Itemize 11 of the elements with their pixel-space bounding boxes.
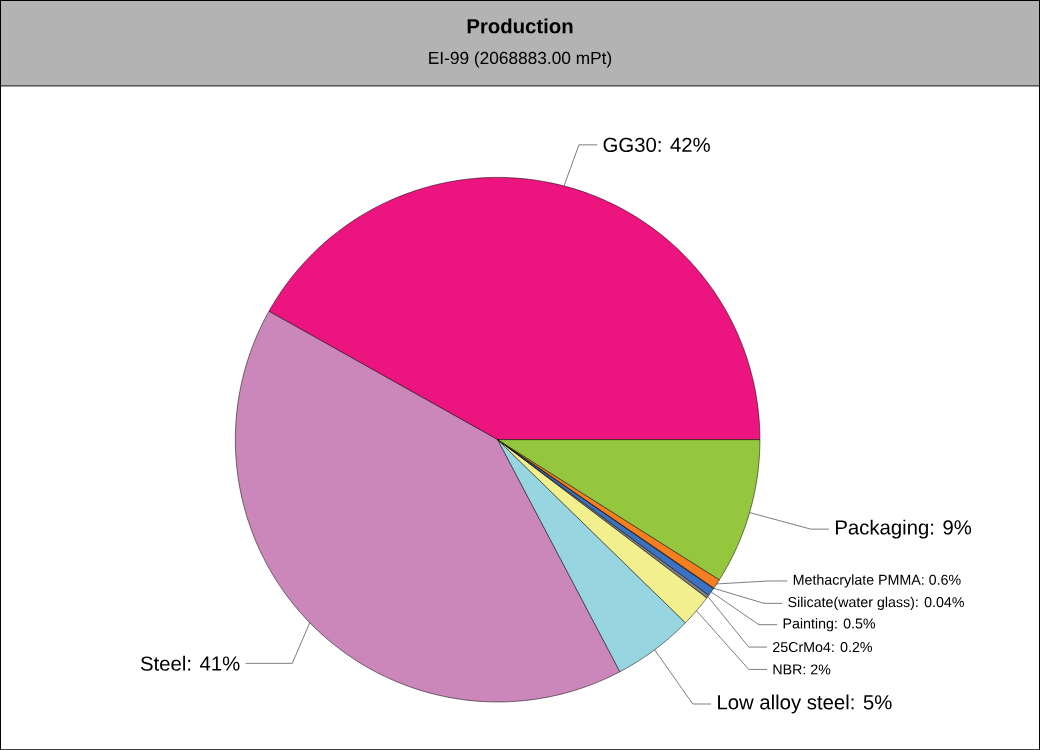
slice-label: Low alloy steel: 5%	[718, 694, 892, 714]
slice-label: Methacrylate PMMA: 0.6%	[793, 574, 961, 588]
chart-title: Production	[467, 18, 573, 34]
slice-label: NBR: 2%	[773, 664, 831, 675]
chart-subtitle: EI-99 (2068883.00 mPt)	[429, 51, 612, 68]
slice-label: Painting: 0.5%	[783, 617, 876, 632]
slice-label: Steel: 41%	[140, 655, 240, 671]
slice-label: Silicate(water glass): 0.04%	[788, 596, 964, 610]
slice-label: GG30: 42%	[603, 137, 710, 152]
slice-label: 25CrMo4: 0.2%	[773, 641, 873, 652]
slice-label: Packaging: 9%	[836, 519, 972, 539]
